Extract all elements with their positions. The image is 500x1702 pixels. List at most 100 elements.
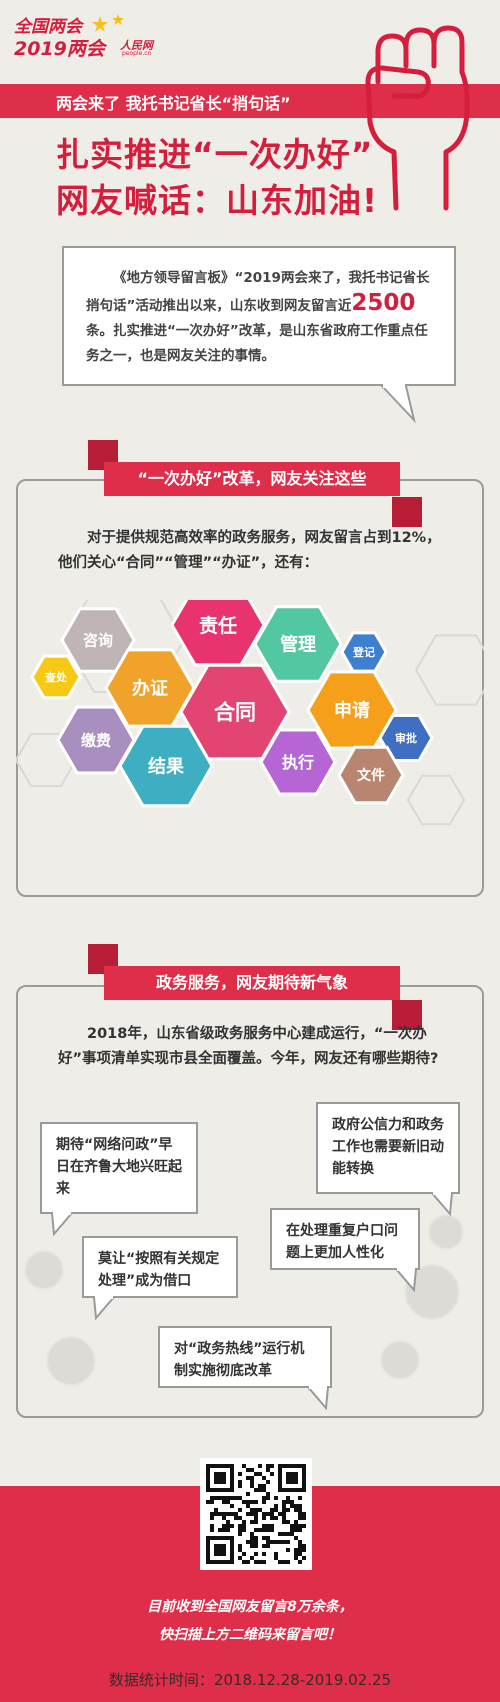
qr-module — [262, 1476, 266, 1480]
qr-module — [262, 1500, 266, 1504]
keyword-hexagon: 合同 — [179, 663, 291, 761]
decorative-hexagon — [406, 774, 466, 826]
section-1-paragraph: 对于提供规范高效率的政务服务，网友留言占到12%，他们关心“合同”“管理”“办证… — [58, 526, 448, 576]
qr-module — [210, 1524, 214, 1528]
qr-code-frame[interactable] — [200, 1458, 312, 1570]
qr-module — [226, 1496, 230, 1500]
keyword-label: 办证 — [132, 677, 168, 699]
keyword-hexagon: 管理 — [253, 605, 343, 683]
keyword-label: 申请 — [334, 699, 370, 721]
qr-module — [302, 1524, 306, 1528]
qr-module — [298, 1544, 302, 1548]
decorative-hexagon — [414, 634, 484, 706]
qr-module — [294, 1508, 298, 1512]
keyword-hexagon: 登记 — [340, 631, 388, 673]
intro-text-part2: 条。扎实推进“一次办好”改革，是山东省政府工作重点任务之一，也是网友关注的事情。 — [86, 323, 428, 364]
keyword-label: 登记 — [352, 645, 375, 659]
qr-module — [234, 1512, 238, 1516]
qr-module — [294, 1528, 298, 1532]
qr-module — [290, 1500, 294, 1504]
qr-module — [270, 1508, 274, 1512]
qr-module — [210, 1496, 214, 1500]
qr-module — [274, 1556, 278, 1560]
qr-module — [222, 1528, 226, 1532]
qr-module — [266, 1536, 270, 1540]
wish-bubble-3-tail — [305, 1386, 330, 1410]
keyword-label: 审批 — [395, 731, 417, 745]
intro-text-part1: 《地方领导留言板》“2019两会来了，我托书记省长捎句话”活动推出以来，山东收到… — [86, 270, 430, 314]
keyword-label: 合同 — [214, 701, 256, 725]
qr-module — [286, 1508, 290, 1512]
section-2-title: 政务服务，网友期待新气象 — [104, 966, 400, 1000]
qr-module — [274, 1508, 278, 1512]
qr-module — [238, 1516, 242, 1520]
qr-module — [290, 1528, 294, 1532]
keyword-hexagon: 申请 — [306, 670, 398, 750]
qr-module — [278, 1560, 282, 1564]
qr-module — [266, 1540, 270, 1544]
qr-module — [238, 1532, 242, 1536]
footer-message-line-2: 快扫描上方二维码来留言吧！ — [159, 1627, 341, 1643]
qr-module — [266, 1496, 270, 1500]
qr-module — [250, 1544, 254, 1548]
qr-module — [254, 1536, 258, 1540]
qr-module — [262, 1544, 266, 1548]
qr-code-icon[interactable] — [206, 1464, 306, 1564]
wish-bubble-5-tail — [393, 1268, 418, 1292]
qr-module — [246, 1512, 250, 1516]
qr-module — [262, 1488, 266, 1492]
qr-module — [254, 1528, 258, 1532]
qr-module — [250, 1500, 254, 1504]
avatar — [404, 1264, 460, 1320]
qr-module — [250, 1536, 254, 1540]
wish-bubble-2: 莫让“按照有关规定处理”成为借口 — [82, 1236, 238, 1298]
qr-module — [286, 1472, 298, 1484]
keyword-hexagon-shape — [30, 654, 82, 700]
qr-module — [242, 1464, 246, 1468]
qr-module — [274, 1504, 278, 1508]
qr-module — [226, 1500, 230, 1504]
qr-module — [266, 1492, 270, 1496]
qr-module — [254, 1540, 258, 1544]
qr-module — [238, 1484, 242, 1488]
wish-bubble-2-tail — [92, 1296, 117, 1320]
footer-message-line-1: 目前收到全国网友留言8万余条， — [147, 1599, 353, 1615]
qr-module — [286, 1500, 290, 1504]
qr-module — [262, 1536, 266, 1540]
section-1-title: “一次办好”改革，网友关注这些 — [104, 462, 400, 496]
qr-module — [226, 1528, 230, 1532]
qr-module — [214, 1512, 218, 1516]
qr-module — [278, 1540, 282, 1544]
qr-module — [246, 1504, 250, 1508]
qr-module — [266, 1524, 270, 1528]
qr-module — [298, 1548, 302, 1552]
qr-module — [282, 1512, 286, 1516]
qr-module — [298, 1528, 302, 1532]
avatar — [428, 1214, 464, 1250]
stars-icon — [92, 14, 124, 32]
qr-module — [266, 1468, 270, 1472]
qr-module — [302, 1516, 306, 1520]
keyword-hexagon-shape — [56, 705, 136, 775]
keyword-hexagon-shape — [253, 605, 343, 683]
qr-module — [270, 1512, 274, 1516]
qr-module — [286, 1540, 290, 1544]
qr-module — [238, 1496, 242, 1500]
logo: 全国两会 2019两会 人民网 people.cn — [14, 12, 164, 60]
qr-module — [270, 1540, 274, 1544]
logo-main-text: 全国两会 — [14, 17, 82, 37]
qr-module — [250, 1508, 254, 1512]
qr-module — [246, 1500, 250, 1504]
qr-module — [274, 1496, 278, 1500]
qr-module — [226, 1512, 230, 1516]
qr-module — [254, 1520, 258, 1524]
keyword-hexagon: 审批 — [378, 714, 434, 762]
keyword-hexagon-shape — [378, 714, 434, 762]
keyword-hexagon: 缴费 — [56, 705, 136, 775]
qr-module — [250, 1512, 254, 1516]
qr-module — [258, 1484, 262, 1488]
qr-module — [282, 1532, 286, 1536]
message-count: 2500 — [351, 290, 416, 316]
qr-module — [206, 1500, 210, 1504]
